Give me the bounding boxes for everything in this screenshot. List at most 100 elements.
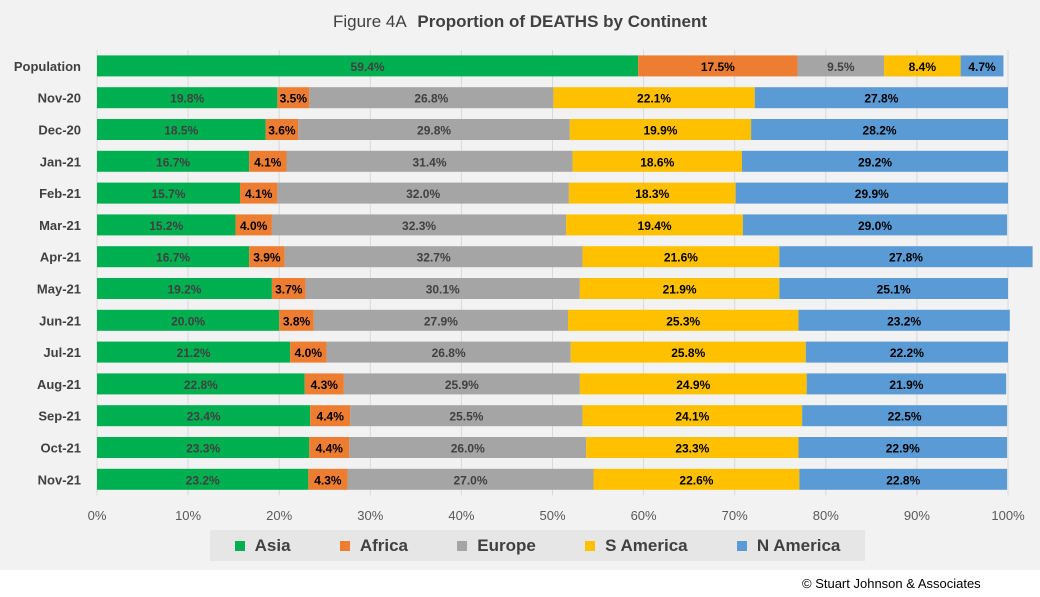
data-label-s-america: 24.9%: [676, 378, 710, 392]
x-tick-label: 30%: [357, 508, 383, 523]
data-label-asia: 59.4%: [351, 60, 385, 74]
data-label-n-america: 22.9%: [886, 442, 920, 456]
data-label-africa: 3.9%: [253, 251, 281, 265]
data-label-europe: 32.7%: [417, 251, 451, 265]
data-label-africa: 4.0%: [240, 219, 268, 233]
category-label: Jan-21: [40, 154, 81, 169]
x-tick-label: 90%: [904, 508, 930, 523]
data-label-asia: 16.7%: [156, 155, 190, 169]
data-label-asia: 15.7%: [151, 187, 185, 201]
data-label-africa: 3.8%: [283, 314, 311, 328]
legend-swatch-africa: [340, 541, 350, 551]
data-label-asia: 19.2%: [167, 283, 201, 297]
data-label-europe: 26.0%: [451, 442, 485, 456]
data-label-s-america: 21.9%: [663, 283, 697, 297]
data-label-s-america: 21.6%: [664, 251, 698, 265]
x-tick-label: 40%: [448, 508, 474, 523]
data-label-n-america: 29.2%: [858, 155, 892, 169]
data-label-n-america: 22.5%: [888, 410, 922, 424]
data-label-africa: 4.1%: [254, 155, 282, 169]
category-label: Nov-20: [38, 91, 81, 106]
data-label-asia: 23.2%: [186, 473, 220, 487]
data-label-asia: 22.8%: [184, 378, 218, 392]
legend-item-s-america: S America: [585, 536, 688, 556]
data-label-africa: 4.0%: [295, 346, 323, 360]
data-label-europe: 27.9%: [424, 314, 458, 328]
data-label-europe: 31.4%: [412, 155, 446, 169]
x-tick-label: 10%: [175, 508, 201, 523]
data-label-n-america: 22.8%: [886, 473, 920, 487]
category-label: Aug-21: [37, 377, 81, 392]
data-label-s-america: 19.4%: [638, 219, 672, 233]
data-label-europe: 32.0%: [406, 187, 440, 201]
category-label: May-21: [37, 282, 81, 297]
data-label-s-america: 22.6%: [679, 473, 713, 487]
data-label-europe: 25.5%: [449, 410, 483, 424]
data-label-s-america: 8.4%: [909, 60, 937, 74]
x-tick-label: 50%: [539, 508, 565, 523]
data-label-s-america: 22.1%: [637, 92, 671, 106]
data-label-africa: 4.4%: [316, 442, 344, 456]
chart-area: Figure 4A Proportion of DEATHS by Contin…: [0, 0, 1040, 570]
legend-item-europe: Europe: [457, 536, 536, 556]
data-label-s-america: 18.3%: [635, 187, 669, 201]
legend-label-s-america: S America: [605, 536, 688, 556]
category-label: Apr-21: [40, 250, 81, 265]
legend-item-asia: Asia: [235, 536, 291, 556]
data-label-africa: 4.4%: [317, 410, 345, 424]
category-label: Jul-21: [43, 345, 81, 360]
data-label-s-america: 18.6%: [640, 155, 674, 169]
category-label: Jun-21: [39, 313, 81, 328]
data-label-africa: 4.3%: [311, 378, 339, 392]
category-label: Feb-21: [39, 186, 81, 201]
x-tick-label: 80%: [813, 508, 839, 523]
data-label-asia: 15.2%: [149, 219, 183, 233]
legend-label-europe: Europe: [477, 536, 536, 556]
x-tick-label: 20%: [266, 508, 292, 523]
legend-label-asia: Asia: [255, 536, 291, 556]
data-label-n-america: 27.8%: [864, 92, 898, 106]
data-label-n-america: 23.2%: [887, 314, 921, 328]
data-label-n-america: 28.2%: [863, 124, 897, 138]
x-tick-label: 70%: [722, 508, 748, 523]
data-label-asia: 18.5%: [164, 124, 198, 138]
data-label-asia: 21.2%: [177, 346, 211, 360]
data-label-europe: 32.3%: [402, 219, 436, 233]
data-label-africa: 4.3%: [314, 473, 342, 487]
x-tick-label: 0%: [88, 508, 107, 523]
chart-legend: Asia Africa Europe S America N America: [210, 530, 865, 561]
data-label-europe: 26.8%: [414, 92, 448, 106]
data-label-n-america: 27.8%: [889, 251, 923, 265]
data-label-europe: 9.5%: [827, 60, 855, 74]
category-label: Mar-21: [39, 218, 81, 233]
category-label: Oct-21: [41, 441, 81, 456]
data-label-africa: 3.7%: [275, 283, 303, 297]
data-label-s-america: 24.1%: [675, 410, 709, 424]
data-label-africa: 4.1%: [245, 187, 273, 201]
data-label-africa: 3.6%: [268, 124, 296, 138]
data-label-africa: 3.5%: [280, 92, 308, 106]
category-label: Population: [14, 59, 81, 74]
data-label-africa: 17.5%: [701, 60, 735, 74]
data-label-s-america: 25.8%: [671, 346, 705, 360]
legend-item-n-america: N America: [737, 536, 840, 556]
legend-swatch-europe: [457, 541, 467, 551]
category-label: Dec-20: [38, 123, 81, 138]
data-label-n-america: 29.0%: [858, 219, 892, 233]
data-label-europe: 25.9%: [445, 378, 479, 392]
copyright-notice: © Stuart Johnson & Associates: [802, 576, 981, 591]
legend-swatch-n-america: [737, 541, 747, 551]
stacked-bar-chart: 0% 10% 20% 30% 40% 50% 60% 70% 80% 90% 100%Populat…: [0, 0, 1040, 570]
data-label-s-america: 25.3%: [666, 314, 700, 328]
data-label-asia: 23.3%: [186, 442, 220, 456]
category-label: Sep-21: [38, 409, 81, 424]
data-label-asia: 19.8%: [170, 92, 204, 106]
legend-label-africa: Africa: [360, 536, 408, 556]
data-label-europe: 26.8%: [432, 346, 466, 360]
data-label-n-america: 21.9%: [889, 378, 923, 392]
x-tick-label: 100%: [991, 508, 1025, 523]
data-label-s-america: 23.3%: [675, 442, 709, 456]
data-label-europe: 30.1%: [426, 283, 460, 297]
data-label-asia: 16.7%: [156, 251, 190, 265]
data-label-n-america: 22.2%: [890, 346, 924, 360]
